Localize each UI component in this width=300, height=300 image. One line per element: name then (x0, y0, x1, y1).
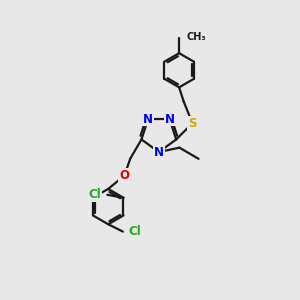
Text: N: N (143, 112, 153, 125)
Text: N: N (165, 112, 175, 125)
Text: CH₃: CH₃ (187, 32, 206, 42)
Text: N: N (154, 146, 164, 159)
Text: Cl: Cl (89, 188, 101, 201)
Text: Cl: Cl (129, 225, 142, 238)
Text: S: S (188, 117, 196, 130)
Text: O: O (119, 169, 129, 182)
